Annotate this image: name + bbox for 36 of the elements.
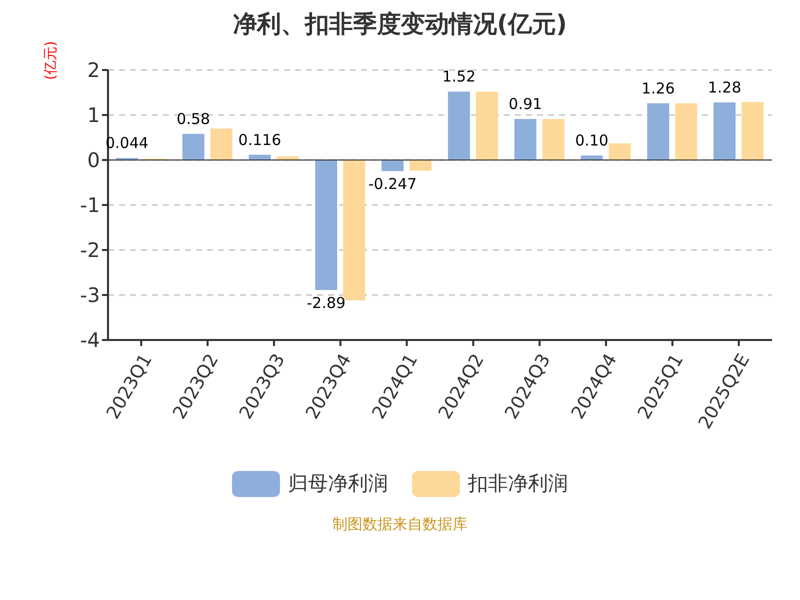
data-label: 1.52 — [442, 68, 476, 86]
data-label: 0.58 — [176, 110, 210, 128]
legend-label: 扣非净利润 — [468, 470, 568, 497]
data-label: 0.91 — [508, 95, 542, 114]
bar — [514, 119, 536, 160]
bar — [542, 119, 564, 160]
bar — [476, 92, 498, 160]
bar — [382, 160, 404, 172]
y-tick-label: -2 — [80, 238, 100, 262]
y-tick-label: -3 — [80, 283, 100, 308]
data-label: 0.116 — [238, 130, 282, 149]
bar — [410, 160, 432, 171]
bar — [647, 103, 670, 160]
y-tick-label: 1 — [87, 103, 100, 128]
y-tick-label: 0 — [87, 148, 100, 172]
bar — [448, 92, 470, 160]
y-tick-label: -4 — [80, 328, 100, 352]
y-tick-label: -1 — [80, 193, 100, 218]
chart-title: 净利、扣非季度变动情况(亿元) — [232, 9, 568, 40]
bar — [714, 102, 736, 160]
data-label: 1.26 — [641, 79, 675, 98]
bar — [182, 134, 204, 160]
bar — [675, 103, 698, 160]
bar — [343, 160, 366, 300]
legend-label: 归母净利润 — [288, 470, 388, 497]
data-label: 0.10 — [575, 132, 608, 150]
y-axis-title: (亿元) — [42, 41, 60, 80]
bar — [210, 128, 232, 160]
data-label: -2.89 — [306, 294, 346, 312]
data-label: 1.28 — [708, 78, 742, 96]
bar — [608, 143, 631, 160]
bar — [742, 102, 764, 160]
y-tick-label: 2 — [87, 58, 100, 82]
data-label: -0.247 — [368, 175, 417, 194]
text: 制图数据来自数据库 — [332, 515, 468, 534]
bar — [315, 160, 338, 290]
